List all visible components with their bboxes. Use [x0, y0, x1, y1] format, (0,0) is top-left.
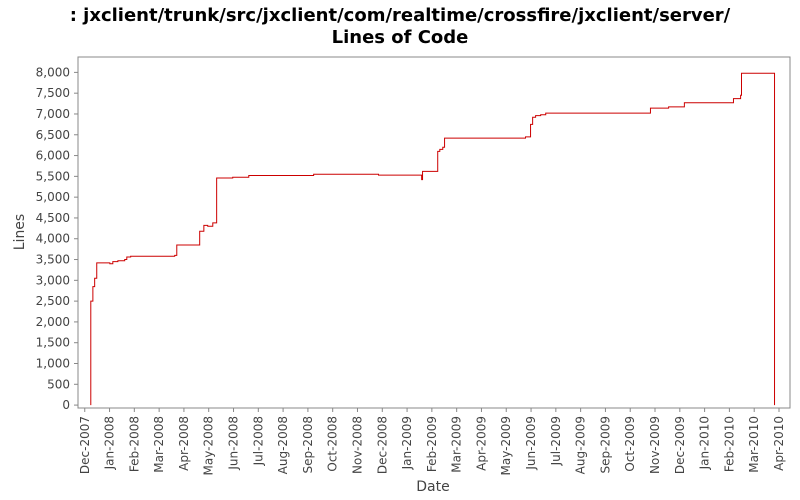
chart-title: : jxclient/trunk/src/jxclient/com/realti… — [70, 5, 731, 26]
x-tick-label: Oct-2008 — [326, 416, 340, 472]
x-tick-label: Jun-2009 — [524, 416, 538, 471]
x-tick-label: Aug-2009 — [574, 416, 588, 474]
chart-title: Lines of Code — [332, 27, 469, 48]
y-tick-label: 7,000 — [36, 107, 70, 121]
x-tick-label: Dec-2007 — [78, 416, 92, 474]
x-tick-label: Jul-2008 — [251, 416, 265, 466]
x-tick-label: Oct-2009 — [623, 416, 637, 472]
y-axis-label: Lines — [12, 214, 28, 250]
y-tick-label: 3,000 — [36, 273, 70, 287]
plot-area — [77, 56, 791, 409]
y-tick-label: 6,500 — [36, 128, 70, 142]
x-tick-label: Dec-2009 — [673, 416, 687, 474]
x-tick-label: Jan-2008 — [103, 416, 117, 470]
y-tick-label: 4,500 — [36, 211, 70, 225]
x-tick-label: Feb-2008 — [127, 416, 141, 472]
x-tick-label: Jan-2009 — [400, 416, 414, 470]
x-tick-label: Feb-2010 — [722, 416, 736, 472]
x-tick-label: Apr-2008 — [177, 416, 191, 471]
x-tick-label: Nov-2009 — [648, 416, 662, 474]
x-tick-label: Apr-2010 — [772, 416, 786, 471]
x-tick-label: Mar-2008 — [152, 416, 166, 473]
x-tick-label: Dec-2008 — [375, 416, 389, 474]
y-tick-label: 1,000 — [36, 357, 70, 371]
y-tick-label: 2,000 — [36, 315, 70, 329]
x-tick-label: Sep-2009 — [598, 416, 612, 474]
y-tick-label: 3,500 — [36, 253, 70, 267]
x-tick-label: Jun-2008 — [227, 416, 241, 471]
x-tick-label: May-2008 — [202, 416, 216, 475]
y-tick-label: 500 — [47, 377, 70, 391]
x-tick-label: Mar-2009 — [450, 416, 464, 473]
y-tick-label: 5,500 — [36, 169, 70, 183]
x-tick-label: Sep-2008 — [301, 416, 315, 474]
x-tick-label: Apr-2009 — [474, 416, 488, 471]
y-tick-label: 1,500 — [36, 336, 70, 350]
y-tick-label: 6,000 — [36, 149, 70, 163]
y-tick-label: 4,000 — [36, 232, 70, 246]
x-tick-label: Jan-2010 — [698, 416, 712, 470]
y-tick-label: 0 — [62, 398, 70, 412]
x-tick-label: Feb-2009 — [425, 416, 439, 472]
y-tick-label: 7,500 — [36, 86, 70, 100]
y-tick-label: 5,000 — [36, 190, 70, 204]
x-tick-label: May-2009 — [499, 416, 513, 475]
x-tick-label: Aug-2008 — [276, 416, 290, 474]
x-axis-label: Date — [416, 479, 449, 495]
data-line — [90, 72, 776, 406]
y-tick-label: 2,500 — [36, 294, 70, 308]
x-tick-label: Jul-2009 — [549, 416, 563, 466]
x-tick-label: Mar-2010 — [747, 416, 761, 473]
x-tick-label: Nov-2008 — [350, 416, 364, 474]
y-tick-label: 8,000 — [36, 65, 70, 79]
